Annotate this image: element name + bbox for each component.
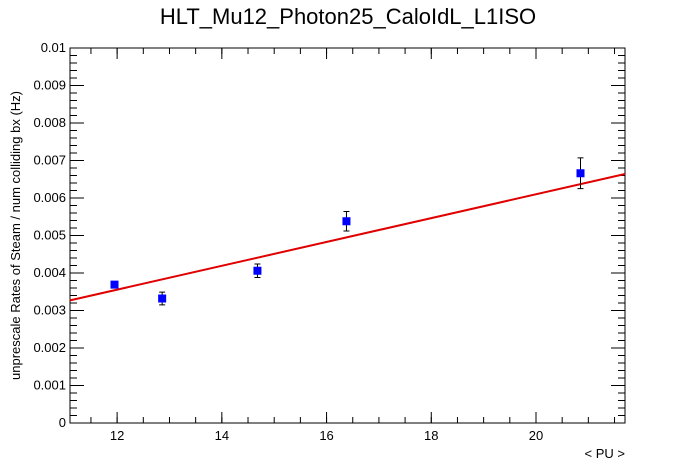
x-axis-label: < PU > (585, 446, 625, 461)
y-axis-label: unprescale Rates of Steam / num collidin… (8, 91, 23, 380)
y-tick-label: 0.006 (33, 190, 66, 205)
data-point (110, 280, 119, 289)
y-tick-label: 0.003 (33, 303, 66, 318)
data-point (576, 169, 585, 178)
data-point (342, 217, 351, 226)
data-point (158, 294, 167, 303)
x-tick-label: 16 (319, 428, 333, 443)
y-tick-label: 0.004 (33, 265, 66, 280)
y-tick-label: 0.008 (33, 115, 66, 130)
data-point (253, 266, 262, 275)
y-tick-label: 0.005 (33, 228, 66, 243)
y-tick-label: 0.001 (33, 378, 66, 393)
y-tick-label: 0 (59, 415, 66, 430)
x-tick-label: 20 (529, 428, 543, 443)
plot-frame (69, 47, 626, 424)
fit-line-layer (69, 173, 626, 302)
chart-title: HLT_Mu12_Photon25_CaloIdL_L1ISO (160, 4, 536, 29)
y-tick-label: 0.002 (33, 340, 66, 355)
y-tick-label: 0.009 (33, 78, 66, 93)
data-points (110, 157, 585, 306)
x-tick-label: 18 (424, 428, 438, 443)
y-tick-label: 0.007 (33, 153, 66, 168)
x-tick-label: 12 (110, 428, 124, 443)
x-axis: 12 14 16 18 20 (90, 48, 616, 443)
y-tick-label: 0.01 (41, 40, 66, 55)
fit-line (69, 173, 626, 302)
y-axis: 0 0.001 0.002 0.003 0.004 0.005 0.006 0.007 0.00… (33, 40, 625, 430)
plot-border (69, 47, 626, 424)
x-tick-label: 14 (215, 428, 229, 443)
